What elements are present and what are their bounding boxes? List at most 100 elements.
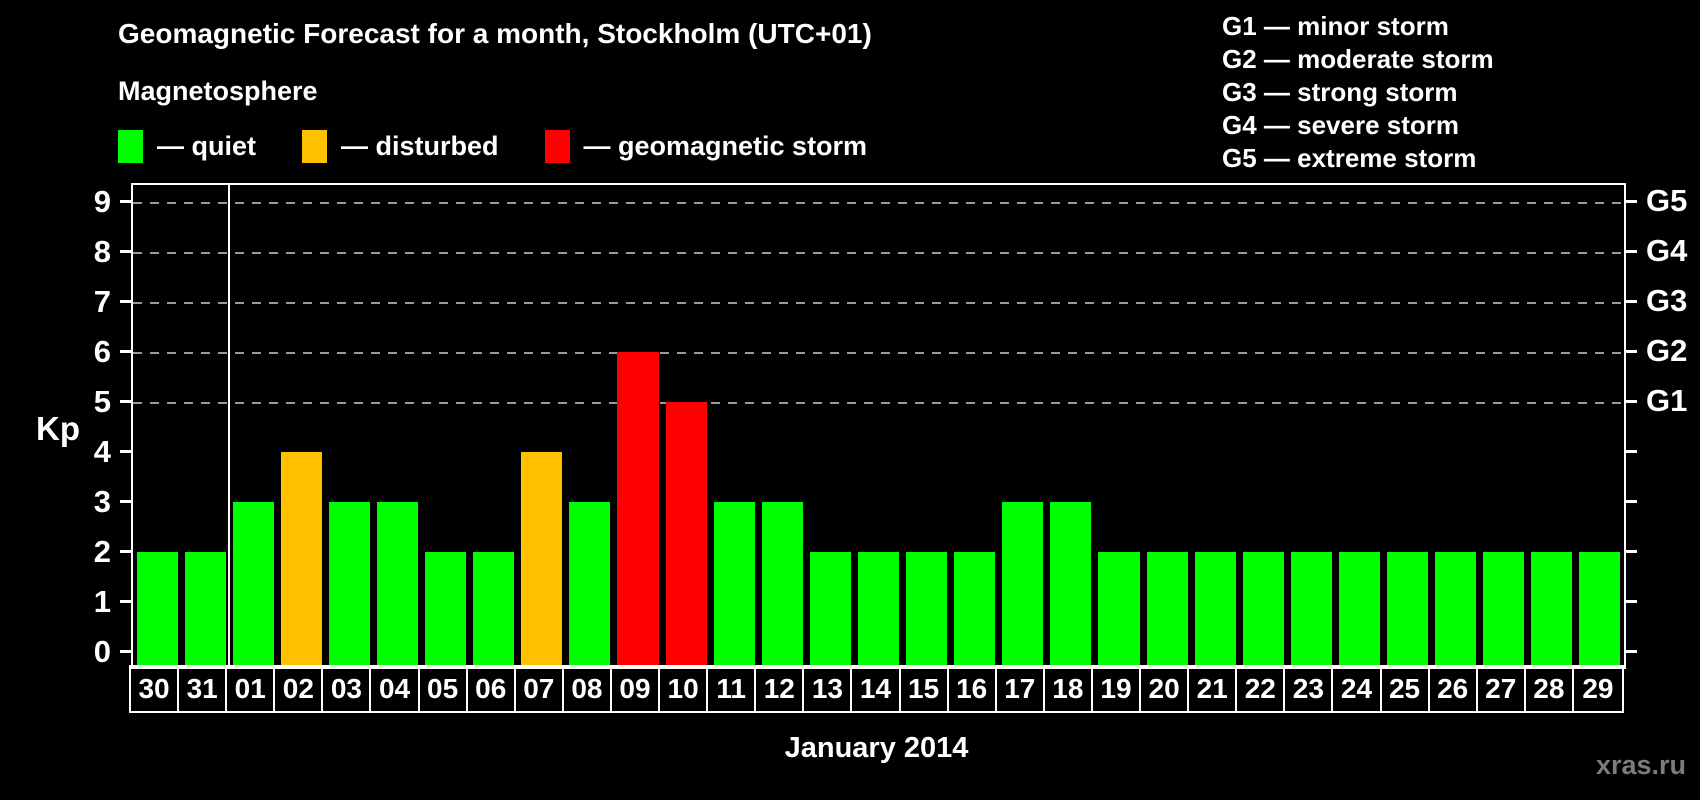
bar-day-07 (521, 452, 563, 667)
magnetosphere-subtitle: Magnetosphere (118, 76, 318, 106)
day-label-10: 10 (660, 667, 709, 711)
day-label-07: 07 (516, 667, 564, 711)
left-axis-tick (120, 250, 131, 253)
bar-day-17 (1002, 502, 1044, 667)
bar-day-02 (280, 452, 322, 667)
day-label-22: 22 (1237, 667, 1286, 711)
bar-day-20 (1146, 552, 1188, 667)
grid-line-kp8 (133, 252, 1624, 254)
day-label-19: 19 (1093, 667, 1142, 711)
right-axis-tick (1626, 500, 1637, 503)
bar-day-13 (809, 552, 851, 667)
page-title: Geomagnetic Forecast for a month, Stockh… (118, 18, 872, 49)
day-label-13: 13 (804, 667, 853, 711)
grid-line-kp9 (133, 202, 1624, 204)
bar-day-06 (473, 552, 515, 667)
bar-day-05 (425, 552, 467, 667)
right-axis-tick (1626, 250, 1637, 253)
bar-day-24 (1338, 552, 1380, 667)
legend-label: — disturbed (341, 131, 499, 161)
day-label-09: 09 (612, 667, 661, 711)
day-label-15: 15 (901, 667, 949, 711)
g-scale-legend: G1 — minor storm G2 — moderate storm G3 — … (1222, 10, 1494, 175)
right-axis-tick (1626, 200, 1637, 203)
day-label-18: 18 (1045, 667, 1093, 711)
x-axis-day-labels: 30 31 01 02 03 04 05 06 07 08 09 10 11 12 13 14 15 16 17 18… (129, 665, 1624, 713)
day-label-16: 16 (949, 667, 997, 711)
month-separator-line (228, 185, 231, 667)
day-label-27: 27 (1478, 667, 1526, 711)
day-label-28: 28 (1526, 667, 1574, 711)
left-axis-tick (120, 650, 131, 653)
legend-item-storm: — geomagnetic storm (544, 130, 868, 163)
y-axis-label-6: 6 (93, 334, 111, 369)
bar-day-29 (1579, 552, 1621, 667)
bar-day-26 (1435, 552, 1477, 667)
g-axis-label-G4: G4 (1646, 233, 1688, 268)
right-axis-tick (1626, 600, 1637, 603)
day-label-24: 24 (1333, 667, 1382, 711)
y-axis-label-3: 3 (93, 484, 111, 519)
g-axis-label-G2: G2 (1646, 333, 1688, 368)
y-axis-label-0: 0 (93, 634, 111, 669)
bar-day-15 (906, 552, 948, 667)
day-label-25: 25 (1382, 667, 1430, 711)
legend-label: — quiet (157, 131, 256, 161)
right-axis-tick (1626, 400, 1637, 403)
bar-day-22 (1242, 552, 1284, 667)
grid-line-kp5 (133, 402, 1624, 404)
day-label-04: 04 (371, 667, 420, 711)
x-axis-title: January 2014 (784, 732, 969, 764)
quiet-color-swatch (118, 130, 143, 163)
disturbed-color-swatch (302, 130, 327, 163)
left-axis-tick (120, 600, 131, 603)
day-label-26: 26 (1430, 667, 1478, 711)
bar-day-21 (1194, 552, 1236, 667)
y-axis-title: Kp (36, 410, 80, 447)
right-axis-tick (1626, 300, 1637, 303)
grid-line-kp6 (133, 352, 1624, 354)
day-label-30: 30 (131, 667, 180, 711)
grid-line-kp7 (133, 302, 1624, 304)
day-label-06: 06 (468, 667, 516, 711)
day-label-14: 14 (852, 667, 901, 711)
day-label-31: 31 (179, 667, 228, 711)
g-legend-line-5: G5 — extreme storm (1222, 143, 1477, 173)
plot-area (131, 183, 1626, 669)
bar-day-14 (857, 552, 900, 667)
bar-day-10 (665, 402, 707, 667)
day-label-03: 03 (323, 667, 372, 711)
day-label-08: 08 (564, 667, 612, 711)
legend-item-disturbed: — disturbed (302, 130, 499, 163)
y-axis-label-5: 5 (93, 384, 111, 419)
left-axis-tick (120, 550, 131, 553)
y-axis-label-2: 2 (93, 534, 111, 569)
left-axis-tick (120, 400, 131, 403)
y-axis-label-9: 9 (93, 184, 111, 219)
left-axis-tick (120, 350, 131, 353)
left-axis-tick (120, 450, 131, 453)
bar-day-16 (954, 552, 996, 667)
storm-color-swatch (544, 130, 570, 163)
bar-day-01 (232, 502, 274, 667)
bar-day-25 (1387, 552, 1429, 667)
watermark: xras.ru (1595, 750, 1686, 780)
magnetosphere-legend: — quiet — disturbed — geomagnetic storm (118, 130, 913, 163)
day-label-05: 05 (420, 667, 468, 711)
y-axis-label-1: 1 (93, 584, 111, 619)
right-axis-tick (1626, 550, 1637, 553)
bar-day-04 (376, 502, 419, 667)
legend-label: — geomagnetic storm (583, 131, 868, 161)
day-label-29: 29 (1582, 673, 1614, 704)
bar-day-23 (1290, 552, 1332, 667)
y-axis-label-4: 4 (93, 434, 111, 469)
day-label-01: 01 (227, 667, 276, 711)
g-axis-label-G1: G1 (1646, 383, 1688, 418)
day-label-20: 20 (1141, 667, 1190, 711)
right-axis-tick (1626, 650, 1637, 653)
bar-day-09 (617, 352, 659, 667)
right-axis-tick (1626, 350, 1637, 353)
day-label-17: 17 (997, 667, 1045, 711)
g-legend-line-1: G1 — minor storm (1222, 11, 1449, 41)
